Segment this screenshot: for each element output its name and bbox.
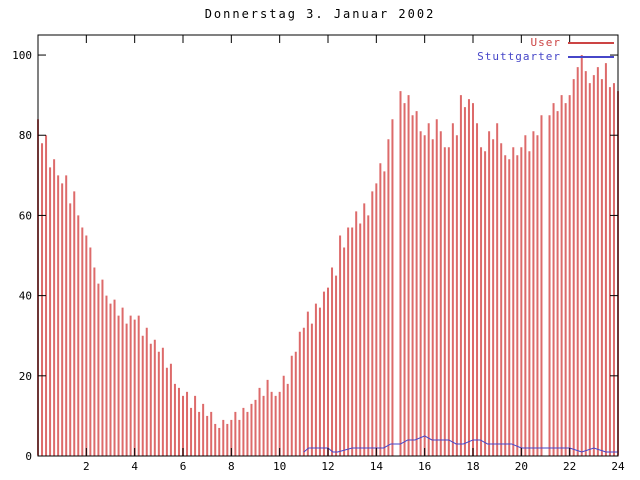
y-tick-label: 80 xyxy=(19,129,32,142)
legend-label-user: User xyxy=(530,36,561,49)
stuttgarter-line xyxy=(303,435,618,453)
legend: User Stuttgarter xyxy=(477,36,614,63)
x-tick-label: 8 xyxy=(228,460,235,473)
x-tick-label: 22 xyxy=(563,460,576,473)
x-tick-label: 16 xyxy=(418,460,431,473)
legend-row-user: User xyxy=(530,36,614,49)
x-tick-label: 20 xyxy=(515,460,528,473)
legend-sample-user xyxy=(568,41,614,44)
y-tick-label: 0 xyxy=(25,450,32,463)
x-tick-label: 10 xyxy=(273,460,286,473)
x-tick-label: 12 xyxy=(321,460,334,473)
x-tick-label: 6 xyxy=(180,460,187,473)
x-tick-label: 14 xyxy=(370,460,384,473)
legend-row-stuttgarter: Stuttgarter xyxy=(477,50,614,63)
y-tick-label: 40 xyxy=(19,290,32,303)
x-tick-label: 4 xyxy=(131,460,138,473)
y-tick-label: 60 xyxy=(19,209,32,222)
x-tick-label: 2 xyxy=(83,460,90,473)
legend-sample-stuttgarter xyxy=(568,55,614,58)
y-tick-label: 20 xyxy=(19,370,32,383)
x-tick-label: 18 xyxy=(466,460,479,473)
legend-label-stuttgarter: Stuttgarter xyxy=(477,50,561,63)
chart-title: Donnerstag 3. Januar 2002 xyxy=(204,7,436,21)
x-tick-label: 24 xyxy=(611,460,625,473)
y-tick-label: 100 xyxy=(12,49,32,62)
